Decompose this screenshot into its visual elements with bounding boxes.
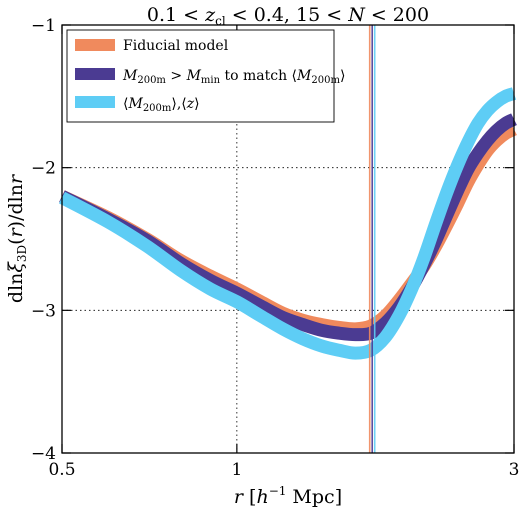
legend-swatch-mean [75, 96, 115, 108]
ticks: 0.5 1 3 −4 −3 −2 −1 [31, 16, 519, 480]
y-tick-label: −3 [31, 301, 56, 321]
plot-frame [61, 24, 515, 454]
x-tick-label: 3 [509, 460, 520, 480]
legend-label-fiducial: Fiducial model [123, 38, 229, 54]
legend-label-mean: ⟨M200m⟩,⟨z⟩ [123, 96, 200, 114]
legend-swatch-fiducial [75, 39, 115, 51]
legend-swatch-mmin [75, 68, 115, 80]
y-tick-label: −2 [31, 159, 56, 179]
y-tick-label: −4 [31, 444, 56, 464]
series-line-mean [58, 87, 517, 360]
series-layer [58, 87, 517, 360]
legend: Fiducial model M200m > Mmin to match ⟨M2… [66, 29, 345, 123]
vertical-lines [368, 25, 376, 453]
legend-label-mmin: M200m > Mmin to match ⟨M200m⟩ [122, 68, 345, 86]
chart-title: 0.1 < zcl < 0.4, 15 < N < 200 [147, 4, 429, 28]
y-tick-label: −1 [31, 16, 56, 36]
series-line-mmin [59, 113, 517, 342]
x-tick-label: 1 [231, 460, 242, 480]
y-axis-label: dlnξ3D(r)/dlnr [5, 173, 29, 303]
x-tick-label: 0.5 [48, 460, 75, 480]
x-axis-label: r [h−1 Mpc] [234, 484, 342, 508]
